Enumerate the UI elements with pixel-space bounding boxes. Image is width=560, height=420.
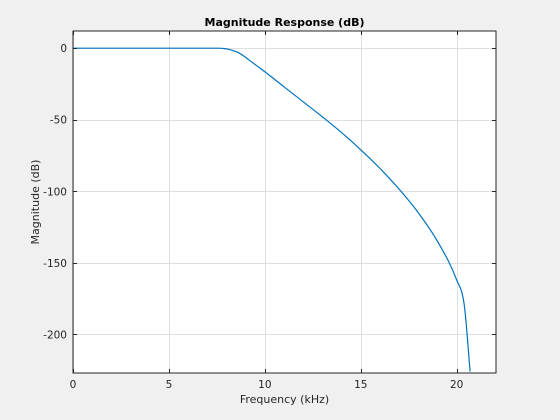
magnitude-series-line: [73, 47, 471, 372]
x-axis-label: Frequency (kHz): [240, 393, 329, 406]
x-tick-label: 15: [354, 379, 367, 391]
y-tick-label: -50: [50, 115, 67, 127]
y-tick-label: -200: [43, 329, 67, 341]
y-tick-label: 0: [60, 43, 67, 55]
y-axis-label: Magnitude (dB): [29, 160, 42, 245]
chart-title: Magnitude Response (dB): [205, 16, 365, 29]
x-tick-label: 10: [258, 379, 271, 391]
x-tick-label: 0: [70, 379, 77, 391]
y-tick-label: -150: [43, 258, 67, 270]
x-tick-label: 20: [450, 379, 463, 391]
y-tick-label: -100: [43, 186, 67, 198]
series-group: [73, 47, 471, 372]
axes-background: [72, 30, 497, 374]
x-tick-label: 5: [166, 379, 173, 391]
axes-frame: [72, 30, 497, 374]
ticks: 0 5 10 15 20 0 -50 -100 -150 -200: [43, 31, 496, 391]
